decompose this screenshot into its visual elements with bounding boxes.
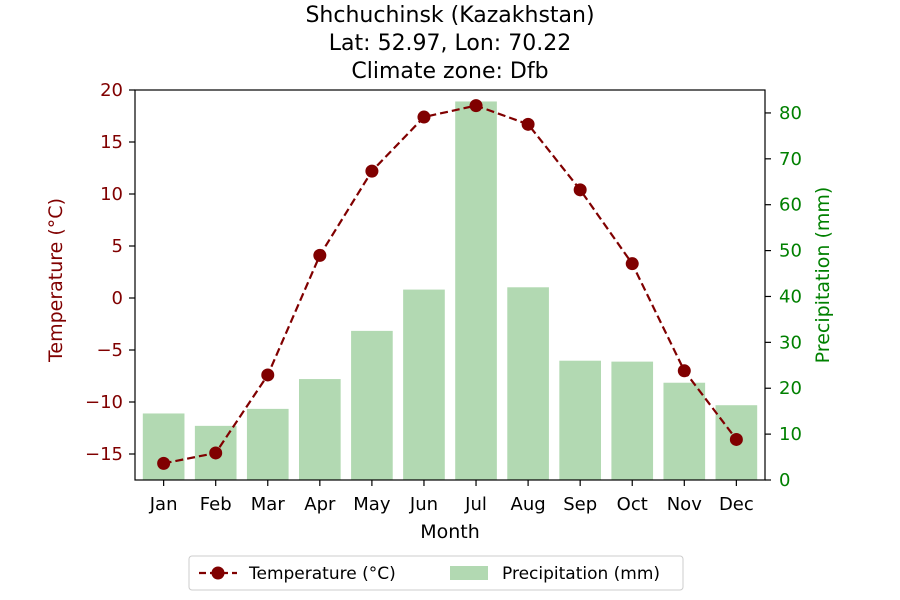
temperature-tick-label: 20 <box>100 80 123 101</box>
temperature-series <box>157 99 743 470</box>
legend-precipitation-swatch <box>450 566 488 580</box>
temperature-point <box>625 257 639 271</box>
legend-box <box>188 555 684 591</box>
temperature-point <box>677 364 691 378</box>
precipitation-bar <box>559 360 601 480</box>
temperature-tick-label: 15 <box>100 132 123 153</box>
precipitation-bar <box>455 101 497 481</box>
month-tick-label: Aug <box>511 494 546 515</box>
x-axis-label: Month <box>420 521 480 543</box>
temperature-point <box>209 446 223 460</box>
precipitation-axis: 0 10 20 30 40 50 60 70 80 <box>765 103 802 491</box>
chart-title-line: Lat: 52.97, Lon: 70.22 <box>329 31 571 56</box>
precipitation-bar <box>299 379 341 480</box>
temperature-tick-label: −10 <box>85 392 123 413</box>
temperature-tick-label: −15 <box>85 444 123 465</box>
temperature-point <box>417 110 431 124</box>
precipitation-bar <box>403 289 445 480</box>
month-tick-label: Jul <box>464 494 487 515</box>
chart-title-line: Climate zone: Dfb <box>351 59 548 84</box>
month-tick-label: Oct <box>617 494 648 515</box>
precipitation-bar <box>507 287 549 480</box>
month-tick-label: Apr <box>304 494 336 515</box>
legend-precipitation-label: Precipitation (mm) <box>502 564 660 584</box>
precipitation-bar <box>246 408 289 480</box>
month-tick-label: Jan <box>149 494 178 515</box>
temperature-point <box>365 164 379 178</box>
precipitation-tick-label: 70 <box>779 149 802 170</box>
precipitation-bar <box>611 361 654 480</box>
precipitation-tick-label: 50 <box>779 241 802 262</box>
month-tick-label: Nov <box>667 494 702 515</box>
temperature-point <box>261 368 275 382</box>
month-axis: Jan Feb Mar Apr May Jun Jul Aug Sep Oct Nov Dec <box>149 480 754 515</box>
month-tick-label: Dec <box>719 494 754 515</box>
precipitation-tick-label: 80 <box>779 103 802 124</box>
precipitation-tick-label: 60 <box>779 195 802 216</box>
precipitation-tick-label: 0 <box>779 470 790 491</box>
month-tick-label: May <box>353 494 391 515</box>
temperature-point <box>157 456 171 470</box>
month-tick-label: Jun <box>409 494 438 515</box>
chart-title: Shchuchinsk (Kazakhstan) Lat: 52.97, Lon:… <box>305 3 594 84</box>
month-tick-label: Sep <box>563 494 597 515</box>
plot-frame <box>134 89 766 481</box>
precipitation-bar <box>351 330 393 480</box>
temperature-point <box>313 248 327 262</box>
precipitation-tick-label: 40 <box>779 286 802 307</box>
legend: Temperature (°C) Precipitation (mm) <box>188 555 684 591</box>
precipitation-axis-label: Precipitation (mm) <box>812 187 834 364</box>
chart-title-line: Shchuchinsk (Kazakhstan) <box>305 3 594 28</box>
precipitation-bar <box>663 382 706 480</box>
temperature-axis: −15 −10 −5 0 5 10 15 20 <box>85 80 135 465</box>
temperature-tick-label: 10 <box>100 184 123 205</box>
temperature-axis-label: Temperature (°C) <box>45 198 67 363</box>
precipitation-tick-label: 20 <box>779 378 802 399</box>
precipitation-tick-label: 10 <box>779 424 802 445</box>
legend-temperature-marker <box>211 566 225 580</box>
temperature-point <box>469 99 483 113</box>
temperature-tick-label: 5 <box>112 236 123 257</box>
precipitation-tick-label: 30 <box>779 332 802 353</box>
month-tick-label: Feb <box>200 494 232 515</box>
temperature-point <box>521 117 535 131</box>
precipitation-bar <box>142 413 185 480</box>
month-tick-label: Mar <box>251 494 286 515</box>
temperature-point <box>729 432 743 446</box>
temperature-tick-label: −5 <box>96 340 123 361</box>
temperature-tick-label: 0 <box>112 288 123 309</box>
temperature-point <box>573 183 587 197</box>
precipitation-bars <box>142 101 758 481</box>
legend-temperature-label: Temperature (°C) <box>248 564 396 584</box>
